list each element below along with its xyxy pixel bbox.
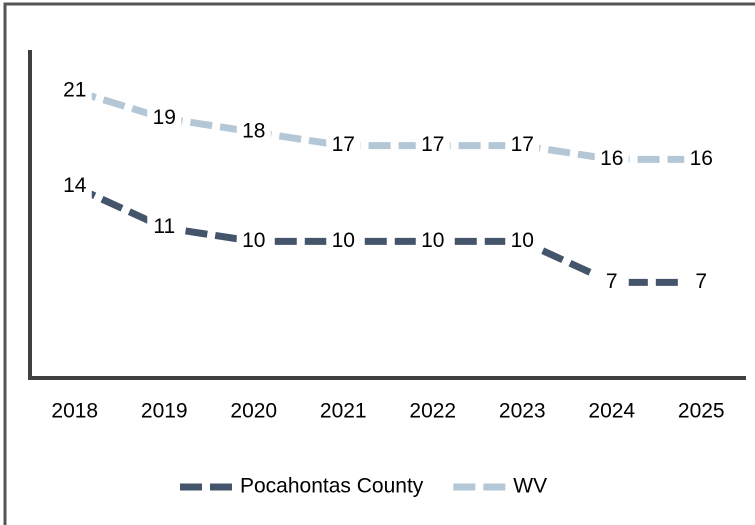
x-tick-label: 2019: [141, 400, 188, 423]
data-label-bg: [326, 132, 361, 159]
data-label-bg: [326, 228, 361, 255]
data-label-bg: [505, 132, 540, 159]
data-label-bg: [415, 132, 450, 159]
data-label-bg: [415, 228, 450, 255]
data-label: 11: [153, 215, 175, 238]
data-label: 10: [242, 229, 265, 252]
legend-label: WV: [513, 475, 547, 498]
data-label: 10: [511, 229, 534, 252]
data-label: 17: [332, 133, 355, 156]
data-label: 21: [63, 79, 86, 102]
x-tick-label: 2020: [230, 400, 277, 423]
data-label-bg: [57, 78, 92, 104]
data-label-bg: [236, 228, 271, 255]
data-label: 10: [421, 229, 444, 252]
x-tick-label: 2018: [51, 400, 98, 423]
x-tick-label: 2025: [678, 400, 725, 423]
data-label: 16: [690, 147, 713, 170]
x-tick-label: 2024: [588, 400, 635, 423]
data-label-bg: [236, 119, 271, 145]
x-tick-label: 2023: [499, 400, 546, 423]
data-label-bg: [684, 269, 719, 296]
frame: [3, 2, 755, 525]
data-label: 14: [63, 174, 87, 197]
data-label: 7: [695, 270, 707, 293]
data-label: 16: [600, 147, 623, 170]
data-label: 17: [511, 133, 534, 156]
data-label-bg: [594, 146, 629, 173]
data-label: 17: [421, 133, 444, 156]
data-label-bg: [505, 228, 540, 255]
data-label: 10: [332, 229, 355, 252]
data-label: 19: [153, 106, 176, 129]
data-label: 18: [242, 120, 265, 143]
data-label-bg: [594, 269, 629, 296]
data-label-bg: [57, 173, 92, 200]
legend-label: Pocahontas County: [240, 475, 424, 498]
data-label: 7: [606, 270, 618, 293]
data-label-bg: [147, 105, 182, 132]
data-label-bg: [684, 146, 719, 173]
x-tick-label: 2021: [320, 400, 367, 423]
data-label-bg: [147, 214, 182, 241]
x-tick-label: 2022: [409, 400, 456, 423]
